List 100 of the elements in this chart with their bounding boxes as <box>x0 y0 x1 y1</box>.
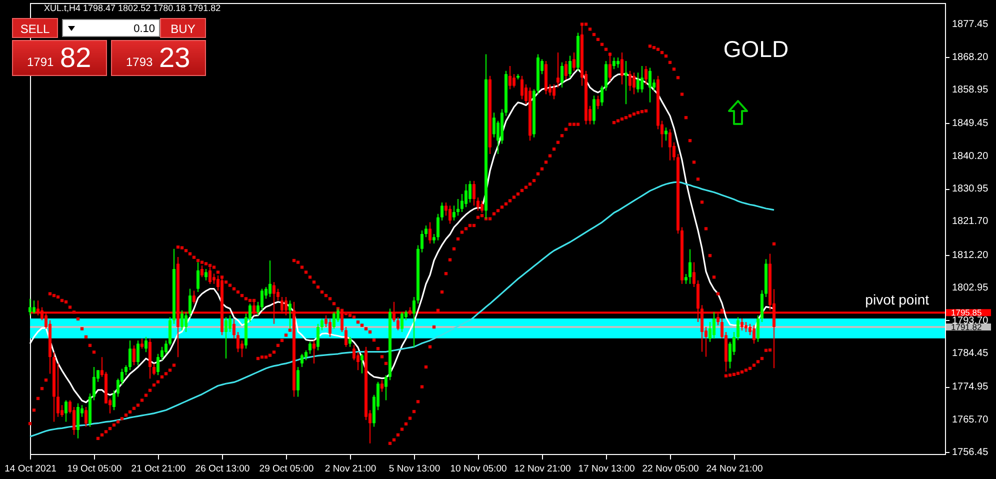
candlestick <box>380 380 384 392</box>
candlestick <box>668 128 672 161</box>
candlestick <box>444 202 448 216</box>
candlestick <box>92 366 96 401</box>
candlestick <box>64 400 68 422</box>
candlestick <box>112 390 116 411</box>
x-tick-label: 29 Oct 05:00 <box>259 464 314 474</box>
candlestick <box>464 184 468 208</box>
candlestick <box>616 56 620 68</box>
annotation: 1791 <box>27 55 54 69</box>
candlestick <box>316 323 320 351</box>
candlestick <box>224 316 228 359</box>
annotation: BUY <box>160 18 206 38</box>
candlestick <box>296 366 300 398</box>
candlestick <box>644 65 648 85</box>
candlestick <box>28 298 32 316</box>
y-tick-label: 1877.45 <box>952 19 989 30</box>
candlestick <box>84 406 88 428</box>
candlestick <box>344 326 348 348</box>
candlestick <box>384 374 388 401</box>
candlestick <box>320 318 324 331</box>
candlestick <box>204 268 208 281</box>
y-tick-label: 1858.95 <box>952 84 989 96</box>
candlestick <box>304 350 308 361</box>
candlestick <box>648 67 652 103</box>
y-tick-label: 1849.45 <box>952 118 989 130</box>
candlestick <box>300 353 304 368</box>
candlestick <box>180 310 184 331</box>
candlestick <box>596 95 600 110</box>
y-tick-label: 1840.20 <box>952 150 989 162</box>
candlestick <box>348 336 352 348</box>
candlestick <box>308 341 312 354</box>
y-tick-label: 1868.20 <box>952 52 989 63</box>
candlestick <box>756 314 760 342</box>
annotation: 0.10 <box>62 19 160 37</box>
candlestick <box>640 65 644 93</box>
candlestick <box>192 290 196 304</box>
candlestick <box>572 52 576 72</box>
candlestick <box>604 60 608 92</box>
candlestick <box>160 346 164 361</box>
candlestick <box>748 323 752 336</box>
x-tick-label: 24 Nov 21:00 <box>706 464 763 474</box>
candlestick <box>428 222 432 244</box>
candlestick <box>396 316 400 331</box>
candlestick <box>440 202 444 222</box>
candlestick <box>456 198 460 216</box>
candlestick <box>356 352 360 371</box>
candlestick <box>132 344 136 366</box>
candlestick <box>360 353 364 374</box>
candlestick <box>692 262 696 288</box>
candlestick <box>164 340 168 354</box>
candlestick <box>412 296 416 348</box>
candlestick <box>508 65 512 90</box>
candlestick <box>260 288 264 311</box>
candlestick <box>552 84 556 100</box>
candlestick <box>184 312 188 332</box>
candlestick <box>420 230 424 253</box>
candlestick <box>400 312 404 332</box>
candlestick <box>492 112 496 138</box>
candlestick <box>152 362 156 376</box>
candlestick <box>156 353 160 376</box>
line-series <box>29 181 775 438</box>
candlestick <box>632 72 636 95</box>
x-tick-label: 21 Oct 21:00 <box>131 464 186 474</box>
y-tick-label: 1802.95 <box>952 282 989 294</box>
candlestick <box>32 300 36 314</box>
candlestick <box>708 322 712 342</box>
y-tick-label: 1784.45 <box>952 348 989 360</box>
candlestick <box>56 362 60 418</box>
x-tick-label: 19 Oct 05:00 <box>67 464 122 474</box>
candlestick <box>712 312 716 340</box>
candlestick <box>556 52 560 88</box>
candlestick <box>136 340 140 366</box>
candlestick <box>436 213 440 241</box>
candlestick <box>312 340 316 364</box>
annotation: SELL <box>12 18 58 38</box>
candlestick <box>560 62 564 88</box>
annotation: GOLD <box>723 36 789 62</box>
y-tick-label: 1830.95 <box>952 184 989 195</box>
x-tick-label: 2 Nov 21:00 <box>324 464 376 474</box>
candlestick <box>684 273 688 284</box>
candlestick <box>512 74 516 88</box>
candlestick <box>276 288 280 301</box>
candlestick <box>476 197 480 212</box>
candlestick <box>448 205 452 224</box>
candlestick <box>628 70 632 92</box>
candlestick <box>236 331 240 353</box>
candlestick <box>636 72 640 93</box>
x-tick-label: 10 Nov 05:00 <box>450 464 507 474</box>
candlestick <box>472 180 476 206</box>
candlestick <box>76 402 80 439</box>
text: 1795.85 <box>951 308 982 318</box>
candlestick <box>728 341 732 369</box>
x-tick-label: 22 Nov 05:00 <box>642 464 699 474</box>
candlestick <box>424 224 428 238</box>
candlestick <box>144 336 148 353</box>
candlestick <box>624 60 628 105</box>
x-tick-label: 17 Nov 13:00 <box>578 464 635 474</box>
chart-title: XUL.t,H4 1798.47 1802.52 1780.18 1791.82 <box>44 3 221 13</box>
ref-line-label: pivot point <box>865 292 930 308</box>
